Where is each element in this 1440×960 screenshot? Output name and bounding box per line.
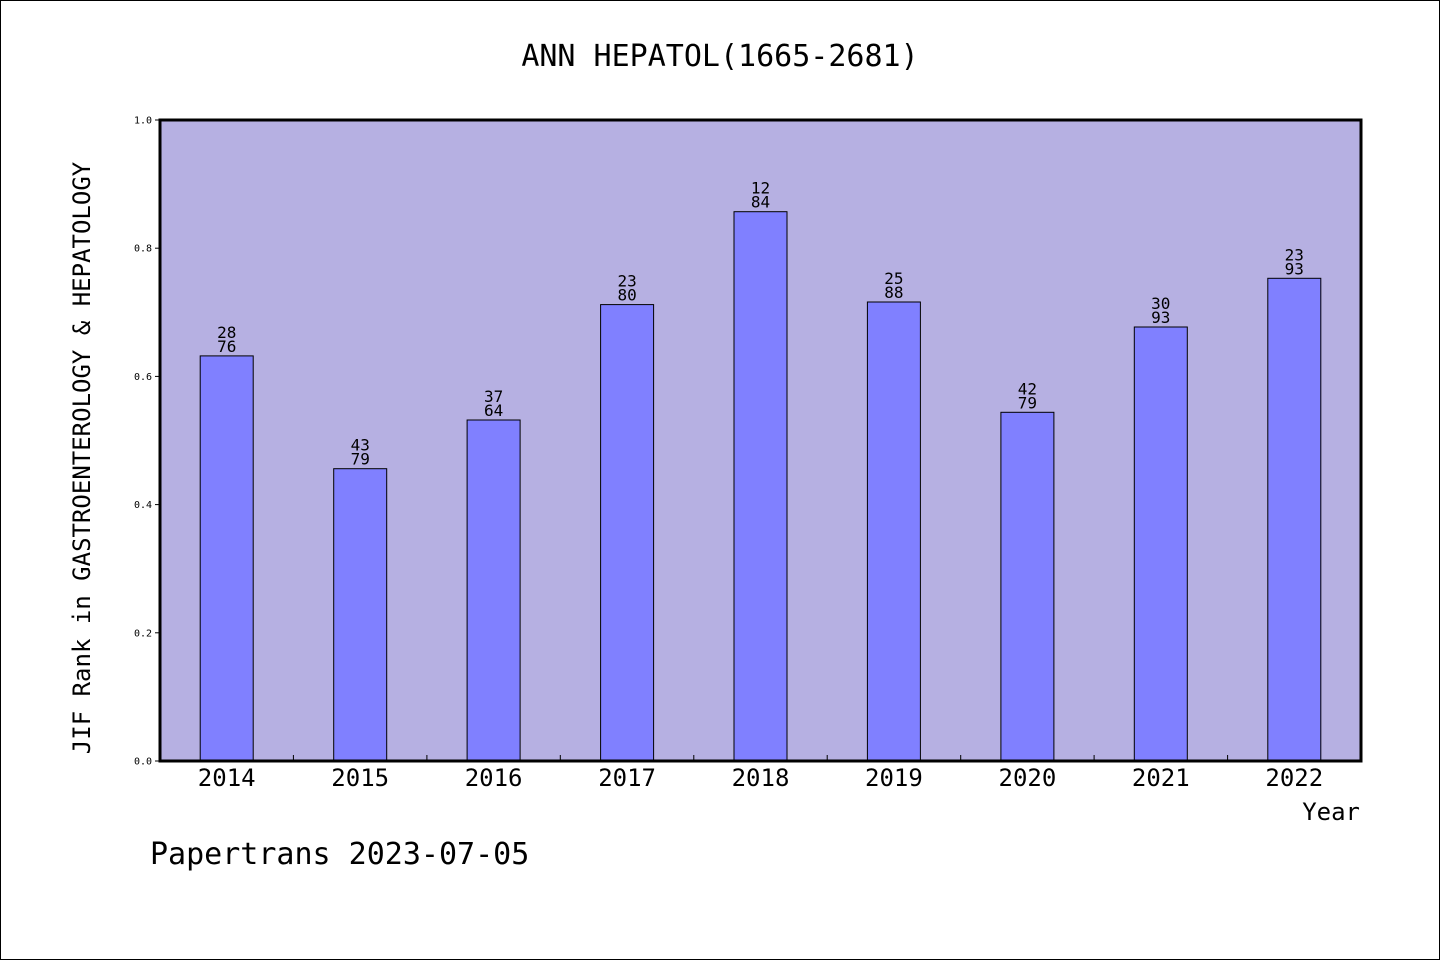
bar-label-2022-rank: 23 xyxy=(1285,245,1304,264)
x-tick-label-2021: 2021 xyxy=(1132,764,1190,792)
x-tick-label-2016: 2016 xyxy=(465,764,523,792)
y-axis-label: JIF Rank in GASTROENTEROLOGY & HEPATOLOG… xyxy=(68,161,96,754)
y-tick-label-0.0: 0.0 xyxy=(134,757,152,768)
y-tick-label-0.2: 0.2 xyxy=(134,628,152,639)
bar-label-2019-total: 88 xyxy=(884,283,903,302)
x-tick-label-2018: 2018 xyxy=(732,764,790,792)
y-axis-ticks: 0.0 0.2 0.4 0.6 0.8 1.0 xyxy=(134,116,160,768)
x-tick-label-2019: 2019 xyxy=(865,764,923,792)
y-tick-label-0.4: 0.4 xyxy=(134,500,152,511)
bar-label-2018-rank: 12 xyxy=(751,179,770,198)
bar-label-2017-total: 80 xyxy=(617,286,636,305)
bar-label-2016-rank: 37 xyxy=(484,387,503,406)
bar-2016 xyxy=(466,419,521,762)
bar-2020 xyxy=(1000,411,1055,762)
bar-2019 xyxy=(866,301,921,762)
bar-2021 xyxy=(1133,326,1188,762)
x-axis-ticks: 2014 2015 2016 2017 2018 2019 2020 2021 2022 xyxy=(198,755,1323,792)
plot-border xyxy=(158,118,1363,763)
bar-label-2018-total: 84 xyxy=(751,193,770,212)
y-tick-label-0.8: 0.8 xyxy=(134,244,152,255)
bar-label-2015-total: 79 xyxy=(351,450,370,469)
x-axis-label: Year xyxy=(1302,798,1360,826)
x-tick-label-2017: 2017 xyxy=(598,764,656,792)
bar-label-2019-rank: 25 xyxy=(884,269,903,288)
x-tick-label-2015: 2015 xyxy=(331,764,389,792)
bar-label-2014-rank: 28 xyxy=(217,323,236,342)
x-tick-label-2014: 2014 xyxy=(198,764,256,792)
footer-text: Papertrans 2023-07-05 xyxy=(150,837,529,872)
bar-2022 xyxy=(1267,277,1322,762)
bar-label-2021-total: 93 xyxy=(1151,308,1170,327)
bar-label-2015-rank: 43 xyxy=(351,436,370,455)
bar-label-2020-total: 79 xyxy=(1018,393,1037,412)
bar-label-2020-rank: 42 xyxy=(1018,379,1037,398)
x-tick-label-2022: 2022 xyxy=(1265,764,1323,792)
chart-title: ANN HEPATOL(1665-2681) xyxy=(521,39,918,74)
bar-label-2017-rank: 23 xyxy=(617,272,636,291)
y-tick-label-0.6: 0.6 xyxy=(134,372,152,383)
y-tick-label-1.0: 1.0 xyxy=(134,116,152,127)
bar-2018 xyxy=(733,211,788,762)
bar-label-2014-total: 76 xyxy=(217,337,236,356)
bar-2015 xyxy=(333,468,388,762)
bar-label-2016-total: 64 xyxy=(484,401,503,420)
bar-label-2021-rank: 30 xyxy=(1151,294,1170,313)
bar-2017 xyxy=(600,304,655,762)
bars-group xyxy=(199,211,1322,762)
bar-label-2022-total: 93 xyxy=(1285,259,1304,278)
x-tick-label-2020: 2020 xyxy=(999,764,1057,792)
bar-2014 xyxy=(199,355,254,762)
